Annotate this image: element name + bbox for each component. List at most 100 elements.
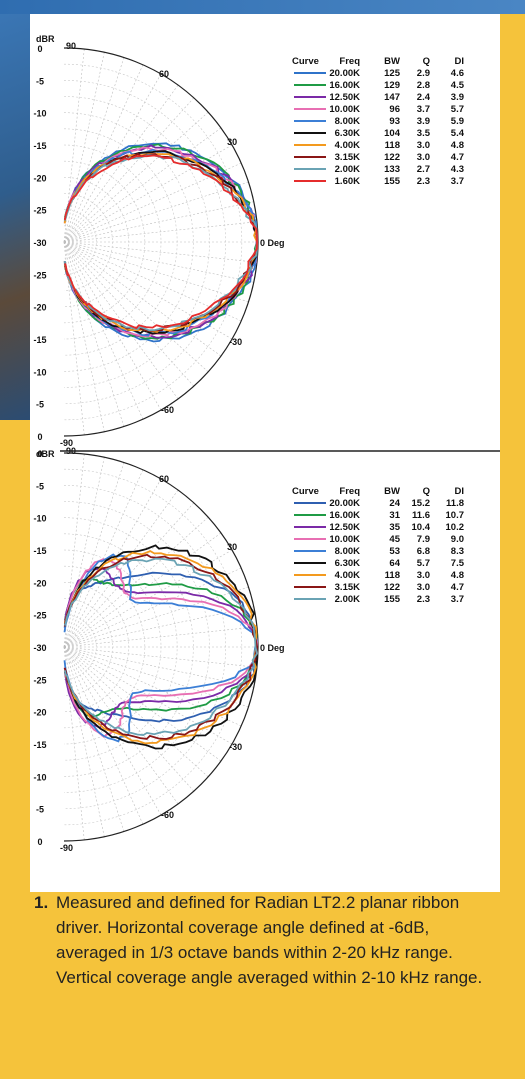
legend-freq: 1.60K: [335, 176, 360, 187]
legend-di: 3.7: [451, 594, 464, 605]
grid-radial-line: [63, 646, 179, 805]
grid-arc: [63, 517, 194, 777]
legend-freq: 8.00K: [335, 546, 360, 557]
legend-freq: 4.00K: [335, 140, 360, 151]
legend-bw: 147: [384, 92, 400, 103]
radial-tick-label: -5: [36, 481, 44, 491]
legend-bw: 122: [384, 152, 400, 163]
radial-tick-label: -25: [33, 611, 46, 621]
radial-tick-label: 0: [37, 837, 42, 847]
legend-di: 5.9: [451, 116, 464, 127]
angle-label: -60: [161, 810, 174, 820]
legend-q: 6.8: [417, 546, 430, 557]
legend-di: 4.7: [451, 582, 464, 593]
radial-tick-label: -30: [33, 238, 46, 248]
curve-2.00K: [63, 557, 258, 737]
legend-di: 4.3: [451, 164, 464, 175]
legend-bw: 24: [389, 498, 400, 509]
legend-header: Freq: [339, 56, 360, 67]
grid-arc: [63, 209, 97, 275]
legend-bw: 45: [389, 534, 400, 545]
radial-tick-label: -20: [33, 303, 46, 313]
legend-di: 4.5: [451, 80, 465, 91]
legend-bw: 118: [385, 570, 400, 581]
radial-tick-label: -15: [33, 740, 46, 750]
grid-radial-line: [63, 57, 125, 243]
legend-q: 10.4: [412, 522, 431, 533]
radial-tick-label: -30: [33, 643, 46, 653]
grid-arc: [63, 501, 210, 793]
legend-di: 3.9: [451, 92, 464, 103]
legend-freq: 12.50K: [329, 92, 360, 103]
legend-header: BW: [384, 486, 400, 497]
grid-arc: [63, 485, 226, 809]
grid-arc: [63, 468, 243, 826]
polar-chart-1: [63, 47, 326, 437]
legend-header: Q: [423, 486, 430, 497]
legend-header: Q: [423, 56, 430, 67]
legend-bw: 53: [389, 546, 400, 557]
radial-tick-label: -25: [33, 270, 46, 280]
legend-q: 2.3: [417, 176, 430, 187]
legend-bw: 96: [389, 104, 400, 115]
radial-tick-label: -10: [33, 367, 46, 377]
grid-radial-line: [63, 462, 125, 648]
radial-tick-label: -5: [36, 400, 44, 410]
radial-tick-label: -5: [36, 76, 44, 86]
caption-text: Measured and defined for Radian LT2.2 pl…: [56, 893, 483, 987]
y-axis-label: dBR: [36, 449, 55, 459]
grid-arc: [63, 63, 243, 421]
angle-label: 60: [159, 69, 169, 79]
outer-boundary: [63, 47, 259, 437]
legend-bw: 125: [384, 68, 401, 79]
outer-boundary: [63, 452, 259, 842]
legend-bw: 133: [384, 164, 400, 175]
grid-radial-line: [63, 241, 249, 303]
legend-bw: 122: [384, 582, 400, 593]
grid-radial-line: [63, 97, 195, 243]
legend-q: 3.7: [417, 104, 430, 115]
angle-label: -90: [60, 438, 73, 448]
curve-3.15K: [63, 553, 258, 740]
background-photo-strip: [0, 0, 525, 14]
legend-q: 3.0: [417, 152, 430, 163]
grid-arc: [63, 582, 129, 712]
legend-bw: 155: [384, 176, 401, 187]
radial-tick-label: -20: [33, 708, 46, 718]
angle-label: -60: [161, 405, 174, 415]
legend-freq: 16.00K: [329, 80, 360, 91]
legend-q: 3.0: [417, 140, 430, 151]
grid-radial-line: [63, 502, 195, 648]
grid-arc: [63, 598, 113, 696]
legend-q: 2.3: [417, 594, 430, 605]
legend-freq: 20.00K: [329, 68, 360, 79]
legend-di: 8.3: [451, 546, 464, 557]
legend-bw: 104: [384, 128, 401, 139]
grid-arc: [63, 80, 226, 404]
legend-q: 3.5: [417, 128, 431, 139]
legend-bw: 31: [389, 510, 400, 521]
radial-tick-label: 0: [37, 432, 42, 442]
legend-header: DI: [455, 486, 465, 497]
grid-arc: [63, 614, 97, 680]
angle-label: -90: [60, 843, 73, 853]
grid-arc: [63, 225, 81, 259]
legend-q: 2.8: [417, 80, 430, 91]
legend-freq: 12.50K: [329, 522, 360, 533]
legend-q: 3.0: [417, 582, 430, 593]
figure-caption: 1. Measured and defined for Radian LT2.2…: [34, 893, 502, 990]
grid-arc: [63, 177, 129, 307]
legend-bw: 93: [389, 116, 400, 127]
angle-label: 30: [227, 137, 237, 147]
legend-di: 4.7: [451, 152, 464, 163]
legend-header: Curve: [292, 56, 319, 67]
grid-radial-line: [63, 201, 254, 243]
radial-tick-label: -20: [33, 578, 46, 588]
legend-freq: 2.00K: [335, 164, 360, 175]
radial-tick-label: -10: [33, 109, 46, 119]
legend-freq: 2.00K: [335, 594, 360, 605]
radial-tick-label: -15: [33, 546, 46, 556]
radial-tick-label: -25: [33, 675, 46, 685]
grid-radial-line: [63, 241, 257, 263]
legend-freq: 20.00K: [329, 498, 360, 509]
